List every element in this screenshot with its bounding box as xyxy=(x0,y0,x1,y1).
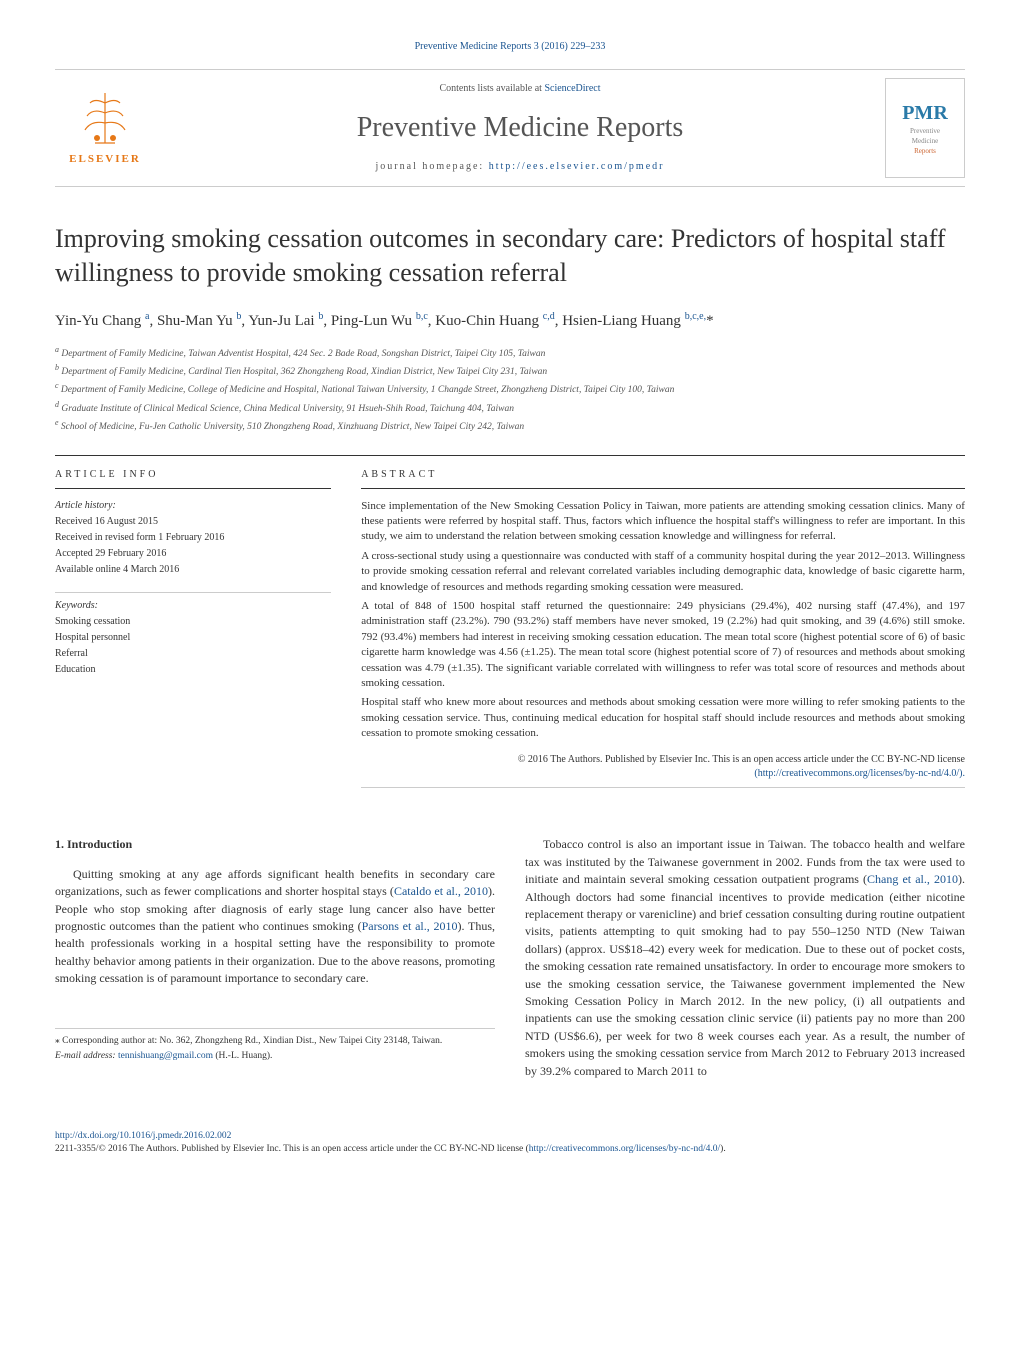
affiliations: a Department of Family Medicine, Taiwan … xyxy=(55,344,965,435)
contents-text: Contents lists available at ScienceDirec… xyxy=(155,82,885,96)
affiliation-c: c Department of Family Medicine, College… xyxy=(55,380,965,397)
keyword: Smoking cessation xyxy=(55,615,331,629)
article-info-heading: ARTICLE INFO xyxy=(55,468,331,489)
homepage-link[interactable]: http://ees.elsevier.com/pmedr xyxy=(489,161,665,172)
affiliation-d: d Graduate Institute of Clinical Medical… xyxy=(55,399,965,416)
homepage-label: journal homepage: xyxy=(376,161,489,172)
abstract-p4: Hospital staff who knew more about resou… xyxy=(361,695,965,741)
cover-pmr: PMR xyxy=(902,99,948,127)
keyword: Hospital personnel xyxy=(55,631,331,645)
journal-cover: PMR Preventive Medicine Reports xyxy=(885,78,965,178)
elsevier-text: ELSEVIER xyxy=(69,152,141,167)
intro-p1: Quitting smoking at any age affords sign… xyxy=(55,866,495,988)
abstract-p3: A total of 848 of 1500 hospital staff re… xyxy=(361,599,965,691)
abstract-p2: A cross-sectional study using a question… xyxy=(361,549,965,595)
abstract: ABSTRACT Since implementation of the New… xyxy=(346,456,965,807)
email-line: E-mail address: tennishuang@gmail.com (H… xyxy=(55,1050,495,1064)
citation-link[interactable]: Chang et al., 2010 xyxy=(867,872,958,886)
cover-text3: Reports xyxy=(914,147,936,157)
intro-heading: 1. Introduction xyxy=(55,836,495,853)
cover-text2: Medicine xyxy=(912,137,938,147)
keyword: Education xyxy=(55,663,331,677)
footer-license-link[interactable]: http://creativecommons.org/licenses/by-n… xyxy=(529,1144,720,1154)
right-column: Tobacco control is also an important iss… xyxy=(525,836,965,1089)
doi-link[interactable]: http://dx.doi.org/10.1016/j.pmedr.2016.0… xyxy=(55,1131,231,1141)
elsevier-tree-icon xyxy=(75,88,135,148)
journal-name: Preventive Medicine Reports xyxy=(155,108,885,147)
abstract-heading: ABSTRACT xyxy=(361,468,965,489)
keyword: Referral xyxy=(55,647,331,661)
article-info: ARTICLE INFO Article history: Received 1… xyxy=(55,456,346,807)
journal-banner: ELSEVIER Contents lists available at Sci… xyxy=(55,69,965,187)
cover-text1: Preventive xyxy=(910,127,940,137)
license-link[interactable]: (http://creativecommons.org/licenses/by-… xyxy=(754,768,965,779)
footer-copyright: 2211-3355/© 2016 The Authors. Published … xyxy=(55,1143,965,1156)
history-item: Accepted 29 February 2016 xyxy=(55,547,331,561)
intro-p2: Tobacco control is also an important iss… xyxy=(525,836,965,1079)
history-item: Available online 4 March 2016 xyxy=(55,563,331,577)
left-column: 1. Introduction Quitting smoking at any … xyxy=(55,836,495,1089)
citation-link[interactable]: Parsons et al., 2010 xyxy=(362,919,458,933)
homepage-text: journal homepage: http://ees.elsevier.co… xyxy=(155,160,885,174)
header-citation: Preventive Medicine Reports 3 (2016) 229… xyxy=(55,40,965,54)
affiliation-b: b Department of Family Medicine, Cardina… xyxy=(55,362,965,379)
contents-label: Contents lists available at xyxy=(439,83,544,94)
article-title: Improving smoking cessation outcomes in … xyxy=(55,222,965,290)
abstract-copyright: © 2016 The Authors. Published by Elsevie… xyxy=(361,747,965,781)
history-label: Article history: xyxy=(55,499,331,513)
authors: Yin-Yu Chang a, Shu-Man Yu b, Yun-Ju Lai… xyxy=(55,310,965,332)
footnote: ⁎ Corresponding author at: No. 362, Zhon… xyxy=(55,1028,495,1065)
keywords-label: Keywords: xyxy=(55,599,331,613)
sciencedirect-link[interactable]: ScienceDirect xyxy=(544,83,600,94)
history-item: Received in revised form 1 February 2016 xyxy=(55,531,331,545)
citation-link[interactable]: Cataldo et al., 2010 xyxy=(394,884,488,898)
corresponding-author: ⁎ Corresponding author at: No. 362, Zhon… xyxy=(55,1035,495,1049)
affiliation-e: e School of Medicine, Fu-Jen Catholic Un… xyxy=(55,417,965,434)
elsevier-logo: ELSEVIER xyxy=(55,78,155,178)
history-item: Received 16 August 2015 xyxy=(55,515,331,529)
email-link[interactable]: tennishuang@gmail.com xyxy=(118,1051,213,1061)
abstract-p1: Since implementation of the New Smoking … xyxy=(361,499,965,545)
doi-footer: http://dx.doi.org/10.1016/j.pmedr.2016.0… xyxy=(55,1130,965,1157)
affiliation-a: a Department of Family Medicine, Taiwan … xyxy=(55,344,965,361)
